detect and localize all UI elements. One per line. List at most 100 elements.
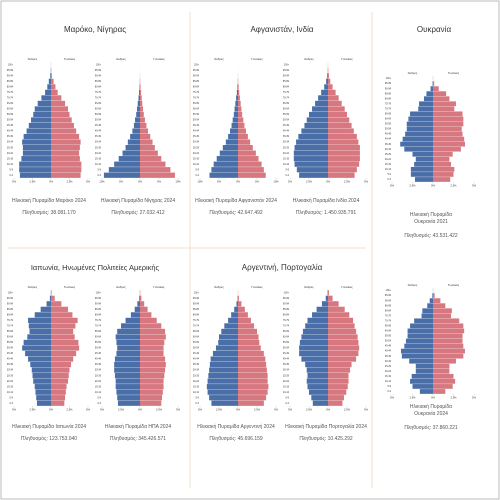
y-tick-label: 5-9 <box>196 168 200 171</box>
female-bar <box>140 306 148 312</box>
female-bar <box>328 139 359 145</box>
female-bar <box>238 122 245 129</box>
y-tick-label: 20-24 <box>193 152 200 155</box>
female-bar <box>51 133 80 140</box>
x-tick-label: 10% <box>99 180 105 184</box>
male-bar <box>237 84 238 90</box>
x-tick-label: 5% <box>472 396 476 400</box>
male-bar <box>312 106 328 112</box>
y-tick-label: 30-34 <box>283 141 290 144</box>
female-bar <box>238 367 267 373</box>
female-bar <box>51 356 74 362</box>
y-tick-label: 90-94 <box>385 87 392 90</box>
y-tick-label: 90-94 <box>7 302 14 305</box>
legend-label: Γυναίκες <box>251 285 263 289</box>
y-tick-label: 65-69 <box>7 330 14 333</box>
female-bar <box>433 308 452 314</box>
female-bar <box>51 361 71 368</box>
female-bar <box>51 139 81 145</box>
y-tick-label: 75-79 <box>95 91 102 94</box>
female-bar <box>140 328 166 335</box>
female-bar <box>238 295 239 301</box>
y-tick-label: 20-24 <box>95 152 102 155</box>
female-bar <box>51 95 62 101</box>
x-tick-label: 0% <box>49 408 53 412</box>
male-bar <box>410 379 433 384</box>
male-bar <box>410 172 433 177</box>
y-tick-label: 25-29 <box>7 374 14 377</box>
legend-label: Άνδρες <box>304 57 314 61</box>
female-bar <box>238 334 259 340</box>
female-bar <box>140 317 157 323</box>
male-bar <box>32 373 51 379</box>
male-bar <box>421 313 433 319</box>
y-tick-label: 75-79 <box>385 102 392 105</box>
female-bar <box>238 384 269 390</box>
male-bar <box>325 295 328 301</box>
male-bar <box>139 295 140 301</box>
x-tick-label: 0% <box>138 408 142 412</box>
y-tick-label: 90-94 <box>193 74 200 77</box>
y-tick-label: 80-84 <box>95 85 102 88</box>
female-bar <box>433 167 455 172</box>
y-tick-label: 70-74 <box>95 325 102 328</box>
male-bar <box>210 356 238 362</box>
male-bar <box>309 111 328 118</box>
y-tick-label: 70-74 <box>7 325 14 328</box>
male-bar <box>304 122 328 129</box>
male-bar <box>406 126 433 132</box>
female-bar <box>140 345 164 351</box>
legend-label: Γυναίκες <box>251 57 263 61</box>
x-tick-label: 5% <box>12 408 16 412</box>
male-bar <box>324 84 328 90</box>
y-tick-label: 15-19 <box>95 157 102 160</box>
female-bar <box>433 161 452 167</box>
male-bar <box>134 306 140 312</box>
y-tick-label: 85-89 <box>7 80 14 83</box>
male-bar <box>414 177 433 182</box>
male-bar <box>115 384 140 390</box>
male-bar <box>312 400 328 406</box>
female-bar <box>433 177 451 182</box>
y-tick-label: 30-34 <box>385 148 392 151</box>
male-bar <box>209 172 238 178</box>
female-bar <box>433 333 463 339</box>
male-bar <box>305 323 328 329</box>
female-bar <box>238 389 268 395</box>
panel-title: Αργεντινή, Πορτογαλία <box>242 263 323 272</box>
male-bar <box>404 343 433 349</box>
male-bar <box>114 356 140 362</box>
x-tick-label: 2.5% <box>306 180 313 184</box>
male-bar <box>299 339 328 346</box>
y-tick-label: 80-84 <box>193 85 200 88</box>
x-tick-label: 2.5% <box>306 408 313 412</box>
female-bar <box>238 95 240 101</box>
y-tick-label: 65-69 <box>283 330 290 333</box>
x-tick-label: 0% <box>49 180 53 184</box>
female-bar <box>238 167 264 173</box>
female-bar <box>328 334 358 340</box>
y-tick-label: 80-84 <box>385 309 392 312</box>
y-tick-label: 30-34 <box>95 369 102 372</box>
male-bar <box>407 333 433 339</box>
male-bar <box>28 356 51 362</box>
legend-label: Γυναίκες <box>448 283 460 287</box>
y-tick-label: 50-54 <box>95 119 102 122</box>
y-tick-label: 20-24 <box>385 370 392 373</box>
male-bar <box>400 141 433 147</box>
y-tick-label: 100+ <box>194 63 200 66</box>
y-tick-label: 10-14 <box>7 391 14 394</box>
male-bar <box>234 106 238 112</box>
x-tick-label: 2.5% <box>451 184 458 188</box>
y-tick-label: 35-39 <box>283 135 290 138</box>
male-bar <box>137 100 140 107</box>
female-bar <box>51 128 77 134</box>
y-tick-label: 45-49 <box>193 124 200 127</box>
y-tick-label: 20-24 <box>193 380 200 383</box>
female-bar <box>433 298 441 303</box>
y-tick-label: 55-59 <box>283 113 290 116</box>
female-bar <box>51 156 80 162</box>
female-bar <box>433 172 454 177</box>
male-bar <box>117 345 140 351</box>
male-bar <box>230 128 238 134</box>
